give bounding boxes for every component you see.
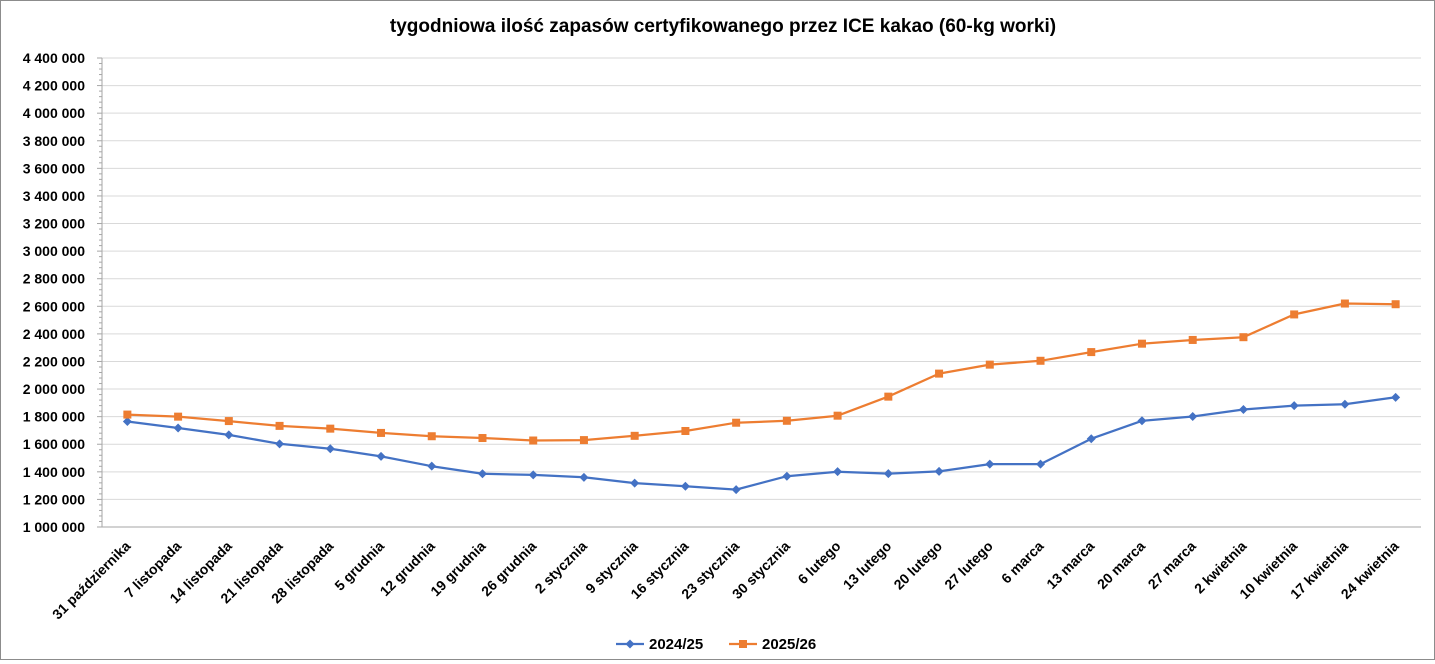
data-point (985, 459, 995, 469)
data-point (630, 431, 639, 440)
y-tick-label: 2 200 000 (23, 353, 85, 369)
y-tick-label: 1 400 000 (23, 464, 85, 480)
data-point (833, 467, 843, 477)
y-tick-label: 1 200 000 (23, 491, 85, 507)
data-point (1289, 401, 1299, 411)
data-point (884, 392, 893, 401)
y-tick-label: 3 000 000 (23, 243, 85, 259)
series-line-2025/26 (127, 302, 1396, 442)
data-point (529, 436, 538, 445)
series-lines (122, 299, 1401, 495)
y-tick-label: 4 400 000 (23, 50, 85, 66)
data-point (478, 434, 487, 443)
data-point (427, 461, 437, 471)
data-point (122, 416, 132, 426)
x-tick-label: 2 stycznia (531, 538, 590, 597)
y-tick-label: 1 800 000 (23, 409, 85, 425)
data-point (326, 424, 335, 433)
data-point (376, 451, 386, 461)
data-point (935, 369, 944, 378)
data-point (275, 421, 284, 430)
legend-marker (739, 640, 747, 648)
data-point (1238, 404, 1248, 414)
x-tick-label: 6 lutego (794, 538, 843, 587)
data-point (1391, 300, 1400, 309)
data-point (731, 485, 741, 495)
y-tick-label: 3 600 000 (23, 160, 85, 176)
y-tick-label: 2 000 000 (23, 381, 85, 397)
y-tick-label: 2 600 000 (23, 298, 85, 314)
data-point (1137, 416, 1147, 426)
series-line-2024/25 (127, 396, 1396, 491)
data-point (1188, 335, 1197, 344)
data-point (985, 360, 994, 369)
data-point (1391, 392, 1401, 402)
data-point (1087, 348, 1096, 357)
data-point (325, 444, 335, 454)
data-point (680, 481, 690, 491)
data-point (782, 471, 792, 481)
data-point (1340, 399, 1350, 409)
data-point (579, 436, 588, 445)
data-point (833, 411, 842, 420)
data-point (1239, 333, 1248, 342)
data-point (224, 417, 233, 426)
data-point (377, 428, 386, 437)
y-tick-label: 2 400 000 (23, 326, 85, 342)
data-point (275, 439, 285, 449)
x-tick-label: 31 października (49, 538, 134, 623)
legend-marker (625, 639, 635, 649)
data-point (123, 410, 132, 419)
y-tick-label: 1 000 000 (23, 519, 85, 535)
data-point (1036, 459, 1046, 469)
y-tick-label: 1 600 000 (23, 436, 85, 452)
y-tick-label: 3 800 000 (23, 133, 85, 149)
x-tick-label: 26 grudnia (478, 538, 540, 600)
data-point (782, 416, 791, 425)
axes: 1 000 000 1 200 000 1 400 000 1 600 000 1 80… (23, 50, 1421, 622)
data-point (681, 426, 690, 435)
data-point (173, 423, 183, 433)
data-point (934, 466, 944, 476)
legend: 2024/25 2025/26 (616, 636, 816, 653)
data-point (1137, 339, 1146, 348)
data-point (224, 430, 234, 440)
y-tick-label: 4 200 000 (23, 78, 85, 94)
y-tick-label: 3 200 000 (23, 216, 85, 232)
data-point (427, 432, 436, 441)
x-tick-label: 13 marca (1043, 538, 1097, 592)
x-tick-label: 20 lutego (890, 538, 945, 593)
y-tick-label: 4 000 000 (23, 105, 85, 121)
chart-title: tygodniowa ilość zapasów certyfikowanego… (390, 16, 1056, 37)
x-tick-label: 6 marca (998, 538, 1047, 587)
data-point (1086, 434, 1096, 444)
x-tick-label: 20 marca (1094, 538, 1148, 592)
data-point (732, 418, 741, 427)
data-point (477, 469, 487, 479)
data-point (883, 469, 893, 479)
gridlines (102, 57, 1421, 500)
data-point (528, 470, 538, 480)
legend-label: 2025/26 (762, 636, 816, 653)
data-point (1036, 356, 1045, 365)
data-point (630, 478, 640, 488)
data-point (1188, 412, 1198, 422)
y-tick-label: 2 800 000 (23, 271, 85, 287)
data-point (174, 412, 183, 421)
x-tick-label: 13 lutego (840, 538, 895, 593)
data-point (1290, 310, 1299, 319)
x-tick-label: 27 lutego (941, 538, 996, 593)
data-point (1340, 299, 1349, 308)
legend-label: 2024/25 (649, 636, 703, 653)
data-point (579, 472, 589, 482)
y-tick-label: 3 400 000 (23, 188, 85, 204)
